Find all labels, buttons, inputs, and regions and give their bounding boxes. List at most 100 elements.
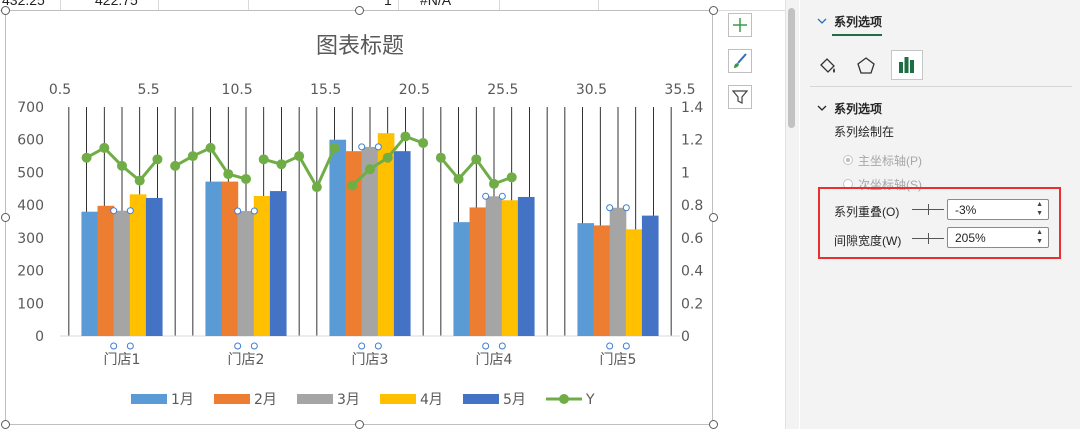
resize-handle[interactable] xyxy=(1,420,10,429)
bar-2月-门店2[interactable] xyxy=(221,181,239,336)
bar-selection-handle[interactable] xyxy=(498,342,506,350)
gap-width-spinner[interactable]: 205% ▲ ▼ xyxy=(947,227,1049,248)
cell-value[interactable]: 422.75 xyxy=(95,0,138,8)
line-point[interactable] xyxy=(400,131,411,142)
line-point[interactable] xyxy=(489,178,499,189)
chevron-down-icon[interactable] xyxy=(817,104,827,112)
line-point[interactable] xyxy=(382,152,393,163)
category-label[interactable]: 门店4 xyxy=(476,352,513,368)
bar-selection-handle[interactable] xyxy=(622,342,630,350)
line-point[interactable] xyxy=(453,173,464,184)
bar-selection-handle[interactable] xyxy=(126,342,134,350)
bar-3月-门店3[interactable] xyxy=(361,146,379,336)
bar-5月-门店1[interactable] xyxy=(145,197,163,336)
chevron-down-icon[interactable] xyxy=(817,17,827,25)
legend-swatch[interactable] xyxy=(214,394,250,404)
spreadsheet-grid[interactable]: 432.25 422.75 1 #N/A 图表标题 0.5 5.5 10.5 15.5… xyxy=(0,0,785,429)
bar-selection-handle[interactable] xyxy=(606,204,614,212)
bar-1月-门店4[interactable] xyxy=(453,222,471,336)
legend-marker[interactable] xyxy=(559,394,569,404)
bar-selection-handle[interactable] xyxy=(482,192,490,200)
bar-4月-门店3[interactable] xyxy=(377,133,395,336)
bar-selection-handle[interactable] xyxy=(234,342,242,350)
bar-4月-门店2[interactable] xyxy=(253,195,271,336)
resize-handle[interactable] xyxy=(709,6,718,15)
category-axis[interactable]: 门店1 门店2 门店3 门店4 门店5 xyxy=(104,352,637,368)
line-point[interactable] xyxy=(347,180,358,191)
line-point[interactable] xyxy=(311,182,322,193)
resize-handle[interactable] xyxy=(355,6,364,15)
section-series-options[interactable]: 系列选项 xyxy=(834,102,883,116)
series-options-tab[interactable] xyxy=(891,50,923,80)
cell-value[interactable]: #N/A xyxy=(420,0,452,8)
bar-2月-门店1[interactable] xyxy=(97,205,115,336)
line-point[interactable] xyxy=(294,151,305,162)
bar-1月-门店5[interactable] xyxy=(577,223,595,336)
secondary-y-axis[interactable]: 0 0.2 0.4 0.6 0.8 1 1.2 1.4 xyxy=(681,100,703,345)
resize-handle[interactable] xyxy=(355,420,364,429)
line-point[interactable] xyxy=(241,173,251,184)
legend-label[interactable]: 5月 xyxy=(503,392,526,408)
line-point[interactable] xyxy=(134,175,145,186)
line-point[interactable] xyxy=(205,142,216,153)
bar-1月-门店2[interactable] xyxy=(205,181,223,336)
legend-label[interactable]: 4月 xyxy=(420,392,443,408)
line-point[interactable] xyxy=(506,172,517,183)
category-label[interactable]: 门店2 xyxy=(228,352,265,368)
line-point[interactable] xyxy=(223,169,234,180)
line-point[interactable] xyxy=(170,160,181,171)
line-point[interactable] xyxy=(276,159,287,170)
resize-handle[interactable] xyxy=(709,213,718,222)
bar-1月-门店1[interactable] xyxy=(81,211,99,336)
effects-tab[interactable] xyxy=(854,55,878,77)
legend-swatch[interactable] xyxy=(380,394,416,404)
spinner-arrows-icon[interactable]: ▲ ▼ xyxy=(1036,201,1043,217)
bar-selection-handle[interactable] xyxy=(358,342,366,350)
series-overlap-spinner[interactable]: -3% ▲ ▼ xyxy=(947,199,1049,220)
legend-swatch[interactable] xyxy=(463,394,499,404)
series-overlap-value[interactable]: -3% xyxy=(955,203,977,217)
legend-label[interactable]: Y xyxy=(585,392,595,408)
gap-width-value[interactable]: 205% xyxy=(955,231,986,245)
selected-series-handles[interactable] xyxy=(110,143,630,350)
bar-5月-门店4[interactable] xyxy=(517,196,535,336)
bar-selection-handle[interactable] xyxy=(110,342,118,350)
bar-4月-门店5[interactable] xyxy=(625,229,643,336)
cell-value[interactable]: 1 xyxy=(384,0,392,8)
bar-4月-门店1[interactable] xyxy=(129,194,147,336)
fill-line-tab[interactable] xyxy=(816,55,840,77)
bar-selection-handle[interactable] xyxy=(374,143,382,151)
line-point[interactable] xyxy=(329,142,340,153)
bar-1月-门店3[interactable] xyxy=(329,139,347,336)
bar-selection-handle[interactable] xyxy=(110,207,118,215)
bar-4月-门店4[interactable] xyxy=(501,200,519,336)
bar-selection-handle[interactable] xyxy=(606,342,614,350)
bar-2月-门店3[interactable] xyxy=(345,151,363,336)
bar-2月-门店5[interactable] xyxy=(593,225,611,336)
primary-y-axis[interactable]: 0 100 200 300 400 500 600 700 xyxy=(17,100,44,345)
bar-5月-门店5[interactable] xyxy=(641,215,659,336)
legend-swatch[interactable] xyxy=(297,394,333,404)
chart-title[interactable]: 图表标题 xyxy=(316,34,404,59)
scrollbar-thumb[interactable] xyxy=(788,8,795,128)
line-point[interactable] xyxy=(471,154,482,165)
line-point[interactable] xyxy=(435,152,446,163)
resize-handle[interactable] xyxy=(1,6,10,15)
bar-5月-门店2[interactable] xyxy=(269,191,287,336)
line-point[interactable] xyxy=(365,164,375,175)
secondary-x-axis[interactable]: 0.5 5.5 10.5 15.5 20.5 25.5 30.5 35.5 xyxy=(49,82,696,98)
line-point[interactable] xyxy=(187,151,198,162)
combo-chart[interactable]: 图表标题 0.5 5.5 10.5 15.5 20.5 25.5 30.5 35.5 0100… xyxy=(6,11,714,426)
legend-label[interactable]: 2月 xyxy=(254,392,277,408)
category-label[interactable]: 门店3 xyxy=(352,352,389,368)
line-point[interactable] xyxy=(152,154,163,165)
bar-3月-门店2[interactable] xyxy=(237,211,255,336)
chart-filters-button[interactable] xyxy=(728,85,752,109)
legend-label[interactable]: 1月 xyxy=(171,392,194,408)
bar-2月-门店4[interactable] xyxy=(469,207,487,336)
legend-label[interactable]: 3月 xyxy=(337,392,360,408)
bar-selection-handle[interactable] xyxy=(358,143,366,151)
line-series[interactable] xyxy=(81,131,517,193)
line-point[interactable] xyxy=(81,152,92,163)
bar-selection-handle[interactable] xyxy=(622,204,630,212)
